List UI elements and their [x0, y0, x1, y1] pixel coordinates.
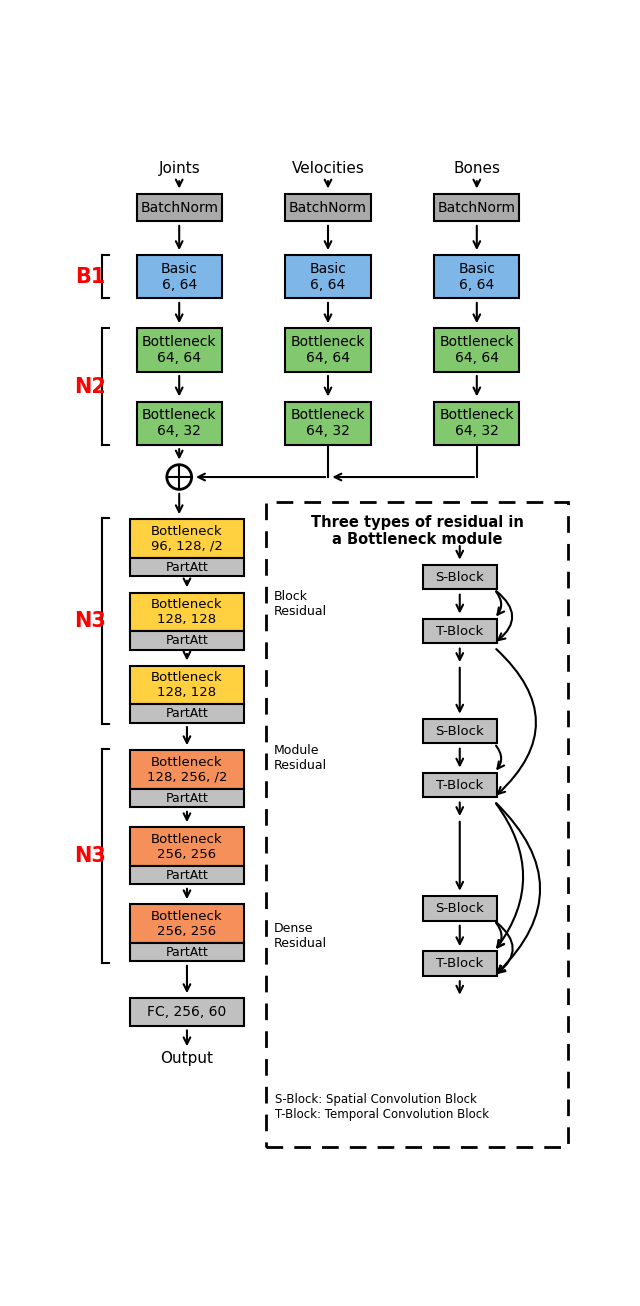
FancyBboxPatch shape [129, 943, 244, 961]
Text: BatchNorm: BatchNorm [140, 201, 218, 214]
FancyBboxPatch shape [129, 828, 244, 866]
FancyBboxPatch shape [423, 619, 497, 644]
Text: Bottleneck
64, 64: Bottleneck 64, 64 [440, 334, 514, 366]
Text: S-Block: S-Block [435, 725, 484, 738]
FancyBboxPatch shape [136, 328, 222, 371]
Text: PartAtt: PartAtt [166, 868, 209, 882]
FancyBboxPatch shape [129, 998, 244, 1027]
FancyBboxPatch shape [423, 564, 497, 589]
FancyBboxPatch shape [285, 328, 371, 371]
FancyBboxPatch shape [136, 401, 222, 445]
Text: T-Block: T-Block [436, 624, 483, 637]
FancyBboxPatch shape [423, 773, 497, 798]
Text: Bottleneck
256, 256: Bottleneck 256, 256 [151, 910, 223, 938]
Text: N2: N2 [74, 376, 106, 397]
Text: FC, 256, 60: FC, 256, 60 [147, 1006, 227, 1019]
Text: N3: N3 [74, 611, 106, 631]
Text: Bones: Bones [453, 161, 500, 176]
Text: Three types of residual in
a Bottleneck module: Three types of residual in a Bottleneck … [310, 515, 524, 547]
FancyBboxPatch shape [129, 631, 244, 649]
Text: Bottleneck
128, 128: Bottleneck 128, 128 [151, 671, 223, 699]
FancyBboxPatch shape [129, 704, 244, 722]
Text: BatchNorm: BatchNorm [438, 201, 516, 214]
Text: Bottleneck
64, 64: Bottleneck 64, 64 [142, 334, 216, 366]
FancyBboxPatch shape [434, 401, 520, 445]
FancyBboxPatch shape [434, 255, 520, 298]
FancyBboxPatch shape [266, 502, 568, 1147]
FancyBboxPatch shape [129, 666, 244, 704]
Text: Bottleneck
128, 256, /2: Bottleneck 128, 256, /2 [147, 756, 227, 784]
Text: Bottleneck
256, 256: Bottleneck 256, 256 [151, 833, 223, 861]
FancyBboxPatch shape [129, 751, 244, 789]
FancyBboxPatch shape [285, 255, 371, 298]
FancyBboxPatch shape [434, 193, 520, 222]
Text: BatchNorm: BatchNorm [289, 201, 367, 214]
Text: S-Block: Spatial Convolution Block
T-Block: Temporal Convolution Block: S-Block: Spatial Convolution Block T-Blo… [275, 1093, 490, 1121]
Text: Bottleneck
128, 128: Bottleneck 128, 128 [151, 598, 223, 626]
FancyBboxPatch shape [423, 718, 497, 743]
Text: Joints: Joints [158, 161, 200, 176]
FancyBboxPatch shape [129, 520, 244, 558]
Text: Bottleneck
64, 32: Bottleneck 64, 32 [291, 407, 365, 439]
Text: Bottleneck
64, 32: Bottleneck 64, 32 [440, 407, 514, 439]
Text: Bottleneck
64, 32: Bottleneck 64, 32 [142, 407, 216, 439]
Text: Basic
6, 64: Basic 6, 64 [458, 261, 495, 293]
Text: PartAtt: PartAtt [166, 791, 209, 804]
Text: Module
Residual: Module Residual [274, 744, 327, 772]
Text: S-Block: S-Block [435, 901, 484, 914]
Text: Output: Output [161, 1051, 214, 1066]
Text: Bottleneck
64, 64: Bottleneck 64, 64 [291, 334, 365, 366]
FancyBboxPatch shape [129, 593, 244, 631]
Text: T-Block: T-Block [436, 957, 483, 970]
Text: Bottleneck
96, 128, /2: Bottleneck 96, 128, /2 [151, 525, 223, 552]
Text: B1: B1 [75, 266, 105, 287]
Text: Basic
6, 64: Basic 6, 64 [161, 261, 198, 293]
Text: PartAtt: PartAtt [166, 633, 209, 646]
FancyBboxPatch shape [285, 193, 371, 222]
FancyBboxPatch shape [136, 255, 222, 298]
Text: S-Block: S-Block [435, 571, 484, 584]
FancyBboxPatch shape [129, 866, 244, 884]
Text: N3: N3 [74, 846, 106, 866]
FancyBboxPatch shape [285, 401, 371, 445]
FancyBboxPatch shape [129, 558, 244, 576]
Text: PartAtt: PartAtt [166, 560, 209, 573]
Text: T-Block: T-Block [436, 778, 483, 791]
Text: Velocities: Velocities [292, 161, 364, 176]
FancyBboxPatch shape [136, 193, 222, 222]
Text: PartAtt: PartAtt [166, 707, 209, 720]
FancyBboxPatch shape [434, 328, 520, 371]
Text: Basic
6, 64: Basic 6, 64 [310, 261, 346, 293]
Text: PartAtt: PartAtt [166, 946, 209, 959]
FancyBboxPatch shape [129, 789, 244, 807]
FancyBboxPatch shape [129, 904, 244, 943]
FancyBboxPatch shape [423, 951, 497, 976]
Text: Dense
Residual: Dense Residual [274, 922, 327, 949]
Text: Block
Residual: Block Residual [274, 590, 327, 618]
FancyBboxPatch shape [423, 896, 497, 921]
